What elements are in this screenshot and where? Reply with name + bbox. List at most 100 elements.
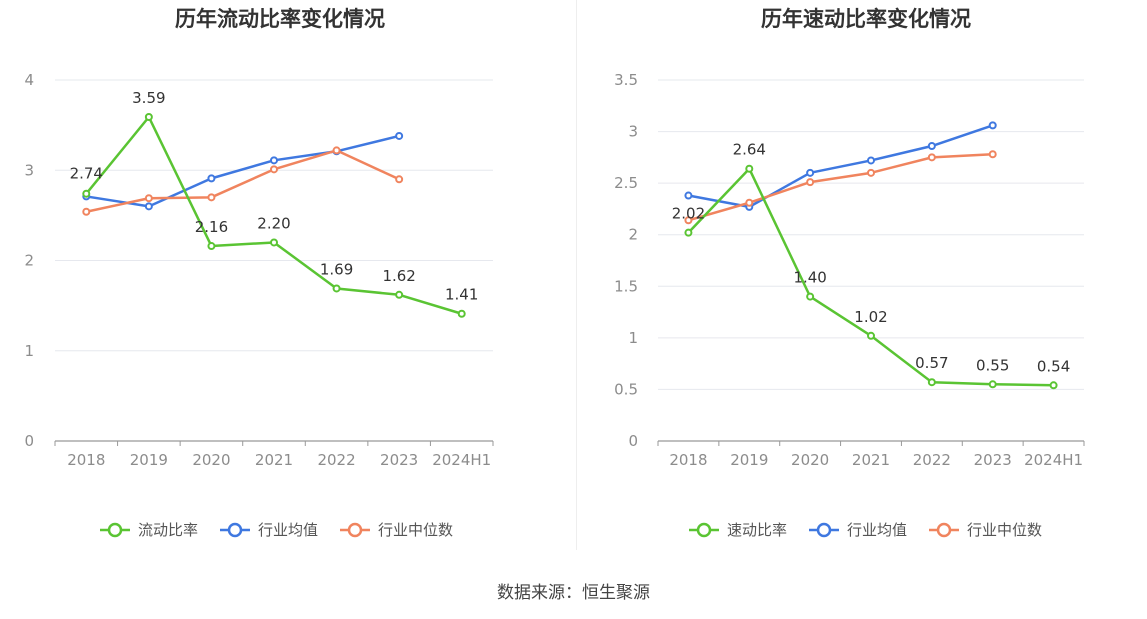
y-tick-label: 2 (24, 252, 34, 270)
x-tick-label: 2018 (669, 451, 707, 469)
x-tick-label: 2019 (730, 451, 768, 469)
data-point (208, 194, 214, 200)
data-point (807, 170, 813, 176)
data-point (146, 203, 152, 209)
data-point (868, 333, 874, 339)
x-tick-label: 2022 (317, 451, 355, 469)
data-point (746, 200, 752, 206)
current-ratio-chart: 历年流动比率变化情况 0 1 2 3 4 2018 2019 2020 2021 2022 2023 2… (0, 0, 573, 560)
legend-item: 行业均值 (809, 521, 907, 539)
data-point (396, 176, 402, 182)
x-tick-label: 2018 (67, 451, 105, 469)
data-point (685, 193, 691, 199)
data-label: 0.55 (976, 356, 1009, 374)
data-point (868, 157, 874, 163)
y-tick-label: 4 (24, 71, 34, 89)
x-tick-label: 2020 (192, 451, 230, 469)
data-point (929, 143, 935, 149)
data-point (334, 285, 340, 291)
legend-marker-icon (818, 524, 830, 536)
legend-marker-icon (229, 524, 241, 536)
data-point (929, 154, 935, 160)
legend-label: 流动比率 (138, 521, 198, 539)
x-tick-label: 2023 (974, 451, 1012, 469)
data-point (271, 166, 277, 172)
data-point (83, 209, 89, 215)
data-point (990, 381, 996, 387)
legend-item: 流动比率 (100, 521, 198, 539)
legend-item: 行业均值 (220, 521, 318, 539)
quick-ratio-chart-svg: 历年速动比率变化情况 0 0.5 1 1.5 2 2.5 3 3.5 2018 2019 2020 20… (574, 0, 1147, 560)
y-tick-label: 3 (24, 161, 34, 179)
data-point (807, 294, 813, 300)
data-point (208, 243, 214, 249)
legend-label: 速动比率 (727, 521, 787, 539)
data-point (746, 166, 752, 172)
data-point (868, 170, 874, 176)
y-tick-label: 0 (628, 432, 638, 450)
data-point (208, 175, 214, 181)
data-label: 1.69 (320, 260, 353, 278)
data-point (146, 114, 152, 120)
y-tick-label: 0.5 (614, 380, 638, 398)
y-tick-label: 0 (24, 432, 34, 450)
x-tick-label: 2023 (380, 451, 418, 469)
x-tick-label: 2022 (913, 451, 951, 469)
chart-title: 历年流动比率变化情况 (175, 7, 385, 31)
data-label: 0.57 (915, 354, 948, 372)
data-point (83, 191, 89, 197)
legend-marker-icon (109, 524, 121, 536)
x-tick-label: 2024H1 (1024, 451, 1083, 469)
y-tick-label: 2 (628, 226, 638, 244)
quick-ratio-chart: 历年速动比率变化情况 0 0.5 1 1.5 2 2.5 3 3.5 2018 2019 2020 20… (574, 0, 1147, 560)
data-label: 2.02 (672, 205, 705, 223)
legend-marker-icon (938, 524, 950, 536)
series-line-1 (688, 169, 1053, 386)
data-point (990, 151, 996, 157)
data-point (396, 292, 402, 298)
y-tick-label: 1 (628, 329, 638, 347)
data-label: 0.54 (1037, 357, 1070, 375)
x-tick-label: 2024H1 (432, 451, 491, 469)
data-label: 2.20 (257, 214, 290, 232)
legend-marker-icon (349, 524, 361, 536)
data-label: 1.62 (382, 267, 415, 285)
legend-marker-icon (698, 524, 710, 536)
data-source-note: 数据来源：恒生聚源 (0, 578, 1147, 603)
legend-label: 行业均值 (258, 521, 318, 539)
data-label: 2.64 (733, 141, 766, 159)
legend-item: 行业中位数 (929, 521, 1042, 539)
data-point (459, 311, 465, 317)
data-point (334, 147, 340, 153)
data-point (929, 379, 935, 385)
data-point (807, 179, 813, 185)
data-point (1051, 382, 1057, 388)
x-tick-label: 2019 (130, 451, 168, 469)
data-point (396, 133, 402, 139)
chart-title: 历年速动比率变化情况 (761, 7, 971, 31)
data-label: 1.40 (793, 269, 826, 287)
x-tick-label: 2021 (255, 451, 293, 469)
data-point (271, 239, 277, 245)
y-tick-label: 2.5 (614, 174, 638, 192)
legend-item: 行业中位数 (340, 521, 453, 539)
data-point (990, 122, 996, 128)
legend-item: 速动比率 (689, 521, 787, 539)
data-label: 1.41 (445, 286, 478, 304)
y-tick-label: 1 (24, 342, 34, 360)
data-label: 2.74 (70, 165, 103, 183)
x-tick-label: 2021 (852, 451, 890, 469)
series-line-3 (86, 150, 399, 211)
data-point (271, 157, 277, 163)
series-line-3 (688, 154, 992, 220)
data-label: 1.02 (854, 308, 887, 326)
data-label: 2.16 (195, 218, 228, 236)
legend-label: 行业中位数 (378, 521, 453, 539)
current-ratio-chart-svg: 历年流动比率变化情况 0 1 2 3 4 2018 2019 2020 2021 2022 2023 2… (0, 0, 573, 560)
y-tick-label: 3 (628, 123, 638, 141)
series-line-2 (688, 125, 992, 206)
legend-label: 行业中位数 (967, 521, 1042, 539)
series-line-2 (86, 136, 399, 206)
legend-label: 行业均值 (847, 521, 907, 539)
data-point (146, 195, 152, 201)
